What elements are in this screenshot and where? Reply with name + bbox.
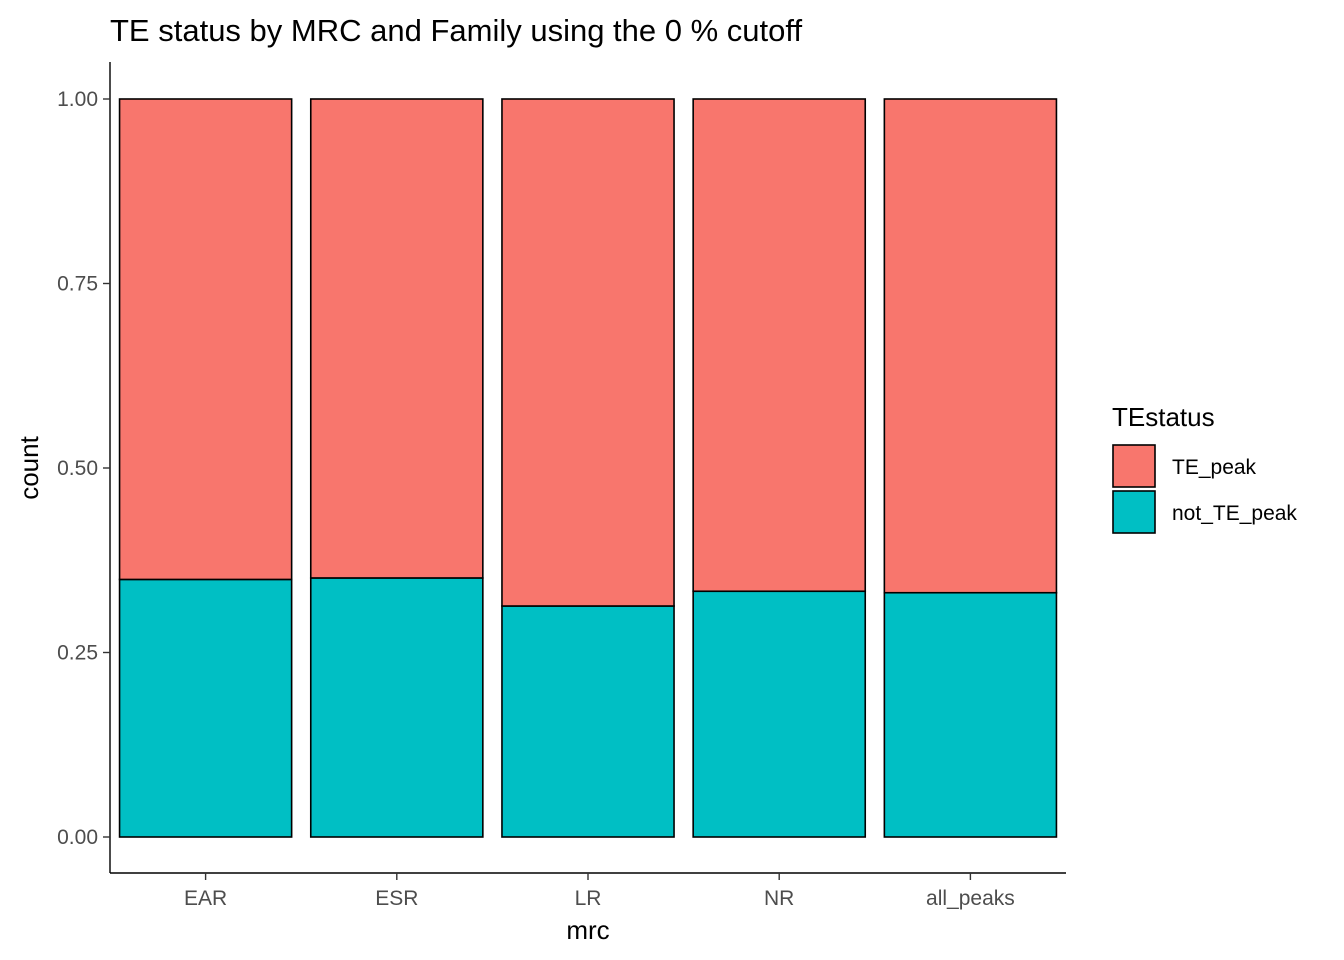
legend-key-te-peak: [1112, 444, 1156, 488]
legend-title: TEstatus: [1112, 402, 1215, 432]
legend: TEstatus TE_peak not_TE_peak: [1112, 402, 1297, 534]
axes: 0.00 0.25 0.50 0.75 1.00 EAR ESR LR NR all_peaks: [57, 62, 1066, 910]
bar-not-te-peak-all-peaks: [883, 591, 1058, 838]
plot-area: [118, 98, 1058, 838]
y-tick-label: 1.00: [57, 88, 98, 111]
bar-not-te-peak-lr: [501, 605, 675, 838]
legend-label-te-peak: TE_peak: [1172, 456, 1257, 479]
legend-key-not-te-peak: [1112, 490, 1156, 534]
bar-te-peak-esr: [309, 98, 484, 579]
y-tick-label: 0.25: [57, 642, 98, 665]
y-tick-label: 0.50: [57, 457, 98, 480]
legend-label-not-te-peak: not_TE_peak: [1172, 502, 1297, 525]
y-tick-label: 0.00: [57, 826, 98, 849]
x-tick-label: all_peaks: [926, 887, 1015, 910]
bar-te-peak-all-peaks: [883, 98, 1058, 594]
bar-not-te-peak-esr: [309, 577, 484, 838]
bar-te-peak-lr: [501, 98, 675, 607]
y-axis-title: count: [14, 435, 44, 499]
bar-not-te-peak-nr: [692, 590, 867, 838]
x-tick-label: EAR: [184, 887, 227, 910]
bar-te-peak-nr: [692, 98, 867, 593]
x-tick-label: LR: [575, 887, 602, 910]
x-tick-label: ESR: [375, 887, 418, 910]
bar-te-peak-ear: [118, 98, 293, 581]
y-tick-label: 0.75: [57, 273, 98, 296]
x-tick-label: NR: [764, 887, 794, 910]
x-axis-title: mrc: [566, 915, 609, 945]
bar-not-te-peak-ear: [118, 578, 293, 838]
chart-title: TE status by MRC and Family using the 0 …: [110, 13, 802, 48]
